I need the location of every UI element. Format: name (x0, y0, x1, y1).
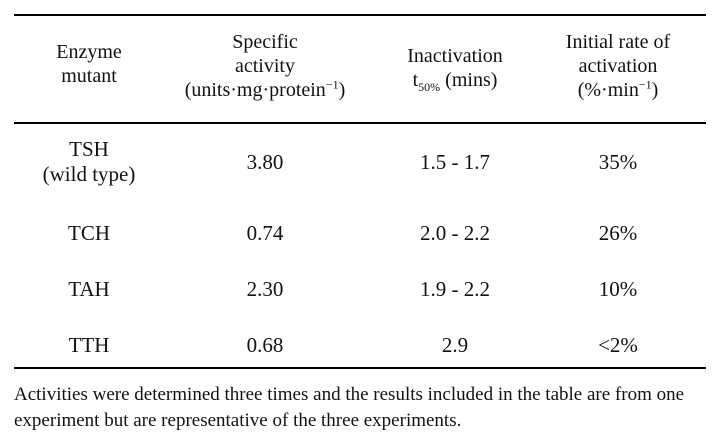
header-text: t50% (mins) (365, 68, 545, 94)
cell-text: TSH (69, 137, 109, 161)
header-inactivation: Inactivation t50% (mins) (365, 44, 545, 94)
header-text-part: (%·min (577, 79, 639, 101)
header-text: Inactivation (407, 45, 503, 67)
cell-specific-activity: 0.68 (246, 333, 284, 357)
cell-specific-activity: 2.30 (246, 277, 284, 301)
table-footnote: Activities were determined three times a… (14, 384, 685, 431)
header-text-part: ) (651, 79, 659, 101)
header-text: (%·min−1) (530, 78, 706, 102)
cell-inactivation: 2.0 - 2.2 (420, 221, 490, 245)
header-text-part: ) (338, 79, 346, 101)
superscript: −1 (325, 77, 339, 92)
header-text-part: (mins) (440, 69, 498, 91)
header-text: Enzyme (56, 41, 122, 63)
table-top-rule (14, 14, 706, 16)
header-text-part: (units·mg·protein (184, 79, 326, 101)
cell-mutant: TCH (68, 221, 110, 245)
cell-specific-activity: 3.80 (246, 150, 284, 174)
cell-initial-rate: 35% (598, 150, 638, 174)
cell-text: (wild type) (42, 162, 136, 186)
cell-inactivation: 2.9 (441, 333, 469, 357)
cell-mutant: TTH (68, 333, 110, 357)
header-text: activity (235, 55, 295, 77)
header-text-part: t (412, 69, 419, 91)
cell-specific-activity: 0.74 (246, 221, 284, 245)
header-text: mutant (61, 65, 117, 87)
header-text: activation (578, 55, 658, 77)
header-text: Initial rate of (565, 31, 671, 53)
cell-initial-rate: 26% (598, 221, 638, 245)
header-initial-rate: Initial rate of activation (%·min−1) (530, 30, 706, 102)
header-text: (units·mg·protein−1) (165, 78, 365, 102)
header-specific-activity: Specific activity (units·mg·protein−1) (165, 30, 365, 102)
cell-inactivation: 1.9 - 2.2 (420, 277, 490, 301)
subscript: 50% (418, 80, 441, 94)
cell-initial-rate: <2% (598, 333, 638, 357)
table-header-rule (14, 122, 706, 124)
header-text: Specific (232, 31, 298, 53)
superscript: −1 (638, 77, 652, 92)
cell-mutant: TAH (68, 277, 110, 301)
cell-mutant: TSH (wild type) (14, 137, 164, 187)
cell-inactivation: 1.5 - 1.7 (420, 150, 490, 174)
table-bottom-rule (14, 367, 706, 369)
header-enzyme-mutant: Enzyme mutant (14, 40, 164, 88)
cell-initial-rate: 10% (598, 277, 638, 301)
